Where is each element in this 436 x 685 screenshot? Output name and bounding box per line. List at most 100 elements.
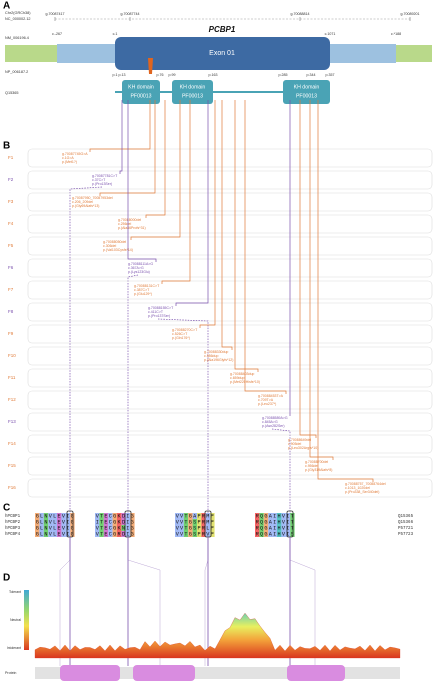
variant-annotation: g.70088050del (103, 240, 126, 244)
residue-cell (39, 531, 44, 537)
residue-cell (125, 513, 131, 519)
residue-cell (268, 519, 273, 525)
variant-connector (119, 100, 123, 174)
protein-position: p.76 (157, 73, 164, 77)
residue-cell (117, 531, 122, 537)
residue-cell (263, 519, 269, 525)
residue-cell (263, 513, 269, 519)
residue-cell (188, 531, 193, 537)
variant-id: F16 (8, 485, 16, 490)
residue-cell (285, 531, 291, 537)
protein-position: p.13 (119, 73, 126, 77)
residue-cell (205, 513, 211, 519)
residue-cell (290, 513, 295, 519)
residue-cell (65, 531, 71, 537)
residue-cell (57, 513, 62, 519)
residue-cell (272, 513, 277, 519)
residue-cell (70, 531, 75, 537)
sequence-block: GLNVLEVIG (36, 532, 75, 538)
residue-cell (121, 513, 126, 519)
sequence-block: GLNVLEVIG (36, 526, 75, 532)
residue-cell (255, 513, 260, 519)
residue-cell (65, 513, 71, 519)
residue-cell (263, 531, 269, 537)
residue-cell (210, 531, 215, 537)
variant-id: F6 (8, 265, 14, 270)
residue-cell (175, 525, 180, 531)
residue-cell (290, 531, 295, 537)
residue-cell (112, 519, 117, 525)
variant-annotation: c.256del (118, 222, 131, 226)
sequence-name: hPCBP1 (5, 514, 21, 519)
variant-connector (309, 100, 334, 460)
residue-cell (65, 525, 71, 531)
variant-id: F13 (8, 419, 16, 424)
variant-connector (130, 100, 181, 240)
sequence-block: VVTGSPRMP (176, 520, 215, 526)
variant-row (27, 236, 433, 256)
residue-cell (201, 531, 206, 537)
residue-cell (268, 513, 273, 519)
variant-annotation: p.(Val103Cysfs*14) (103, 248, 133, 252)
residue-cell (48, 525, 53, 531)
variant-annotation: p.(Gly319Alafs*8) (305, 468, 332, 472)
tolerance-scale (24, 590, 29, 650)
residue-cell (52, 531, 57, 537)
kh-domain (122, 80, 160, 104)
residue-link (59, 537, 71, 666)
variant-annotation: g.70088270C>T (172, 328, 198, 332)
variant-dashed-link (69, 186, 103, 514)
residue-cell (277, 519, 282, 525)
residue-cell (43, 531, 49, 537)
residue-cell (197, 531, 202, 537)
residue-cell (52, 513, 57, 519)
residue-cell (255, 519, 260, 525)
residue-cell (103, 525, 109, 531)
variant-id: F14 (8, 441, 16, 446)
residue-cell (179, 513, 184, 519)
variant-id: F12 (8, 397, 16, 402)
accession: Q15366 (398, 521, 414, 525)
variant-row (27, 346, 433, 366)
residue-cell (272, 525, 277, 531)
variant-row (27, 302, 433, 322)
domain-name: KH domain (180, 84, 206, 90)
residue-cell (210, 525, 215, 531)
residue-cell (268, 531, 273, 537)
residue-cell (259, 531, 264, 537)
residue-cell (290, 525, 295, 531)
residue-cell (95, 519, 100, 525)
variant-annotation: g.70088330dup (204, 350, 228, 354)
residue-cell (210, 519, 215, 525)
variant-annotation: g.70088453T>A (258, 394, 284, 398)
uniprot-id: Q15365 (5, 91, 19, 95)
variant-id: F5 (8, 243, 14, 248)
variant-row (27, 258, 433, 278)
residue-cell (61, 513, 66, 519)
variant-annotation: g.70088649del (288, 438, 311, 442)
variant-annotation: c.845A>G (262, 420, 278, 424)
variant-connector (145, 100, 166, 218)
domain-name: KH domain (294, 84, 320, 90)
residue-cell (112, 531, 117, 537)
variant-annotation: p.(Leu302Argfs*10) (288, 446, 318, 450)
variant-annotation: c.206_209del (72, 200, 93, 204)
residue-cell (175, 513, 180, 519)
protein-position: p.163 (209, 73, 218, 77)
residue-cell (192, 513, 197, 519)
residue-cell (188, 519, 193, 525)
residue-cell (95, 525, 100, 531)
sequence-block: RQGAIHVIT (256, 514, 295, 520)
residue-cell (39, 519, 44, 525)
variant-connector (161, 100, 191, 284)
variant-annotation: p.(Gln176*) (172, 336, 190, 340)
residue-cell (179, 519, 184, 525)
residue-cell (43, 519, 49, 525)
variant-annotation: c.1013_1020del (345, 486, 370, 490)
residue-cell (183, 513, 189, 519)
residue-cell (197, 513, 202, 519)
track-label: Protein (5, 671, 16, 675)
residue-link (289, 537, 316, 666)
variant-row (27, 192, 433, 212)
